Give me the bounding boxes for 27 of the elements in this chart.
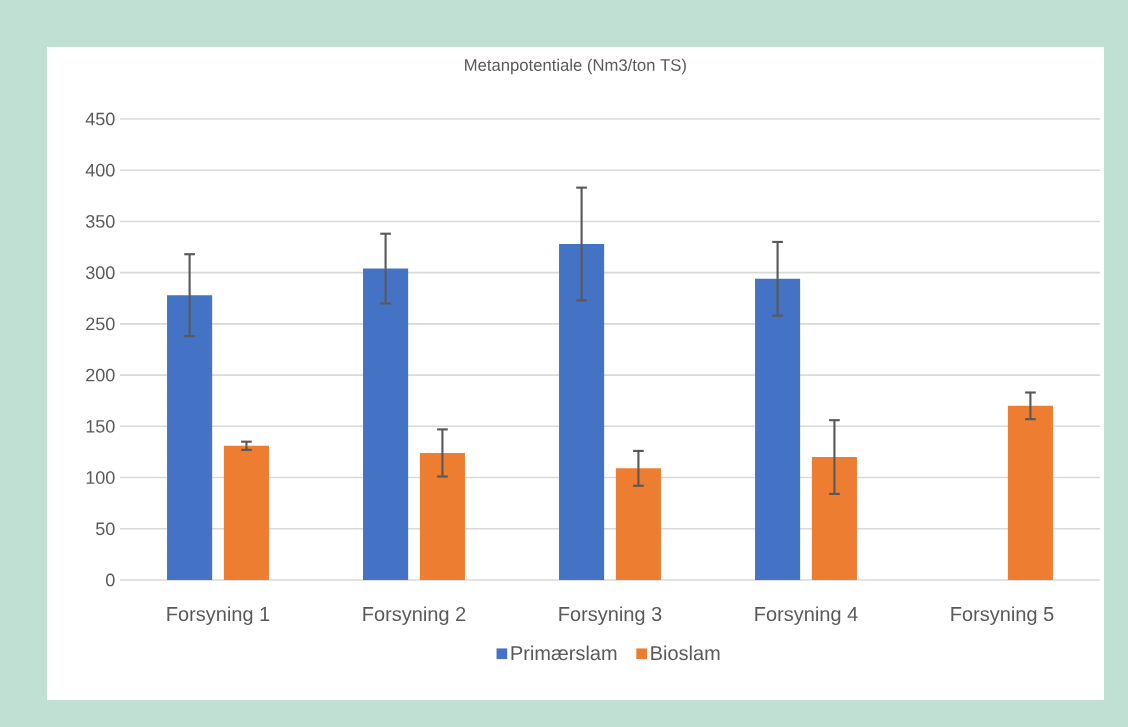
y-tick-label: 0	[106, 573, 115, 587]
x-tick-label: Forsyning 1	[167, 606, 270, 626]
y-tick-label: 150	[86, 419, 115, 433]
y-tick-label: 450	[85, 112, 115, 126]
bar	[363, 268, 409, 580]
y-tick-label: 100	[86, 471, 115, 484]
y-tick-label: 400	[85, 163, 115, 177]
x-tick-label: Forsyning 3	[559, 606, 662, 626]
bar	[755, 278, 801, 580]
chart-title: Metanpotentiale (Nm3/ton TS)	[465, 58, 686, 75]
x-tick-label: Forsyning 2	[363, 606, 466, 626]
bar	[1007, 405, 1053, 580]
bar	[615, 468, 661, 580]
bar	[419, 452, 465, 580]
legend-label: Primærslam	[511, 645, 617, 661]
y-tick-label: 50	[95, 522, 115, 536]
y-tick-label: 300	[85, 266, 115, 280]
y-tick-label: 200	[86, 368, 115, 382]
y-tick-label: 250	[86, 317, 115, 331]
y-tick-label: 350	[85, 215, 115, 228]
bar	[167, 295, 213, 580]
x-tick-label: Forsyning 5	[951, 606, 1054, 626]
bar	[223, 445, 269, 580]
bar	[559, 243, 605, 580]
bar	[811, 457, 857, 580]
legend-label: Bioslam	[651, 645, 720, 661]
x-tick-label: Forsyning 4	[755, 606, 858, 626]
